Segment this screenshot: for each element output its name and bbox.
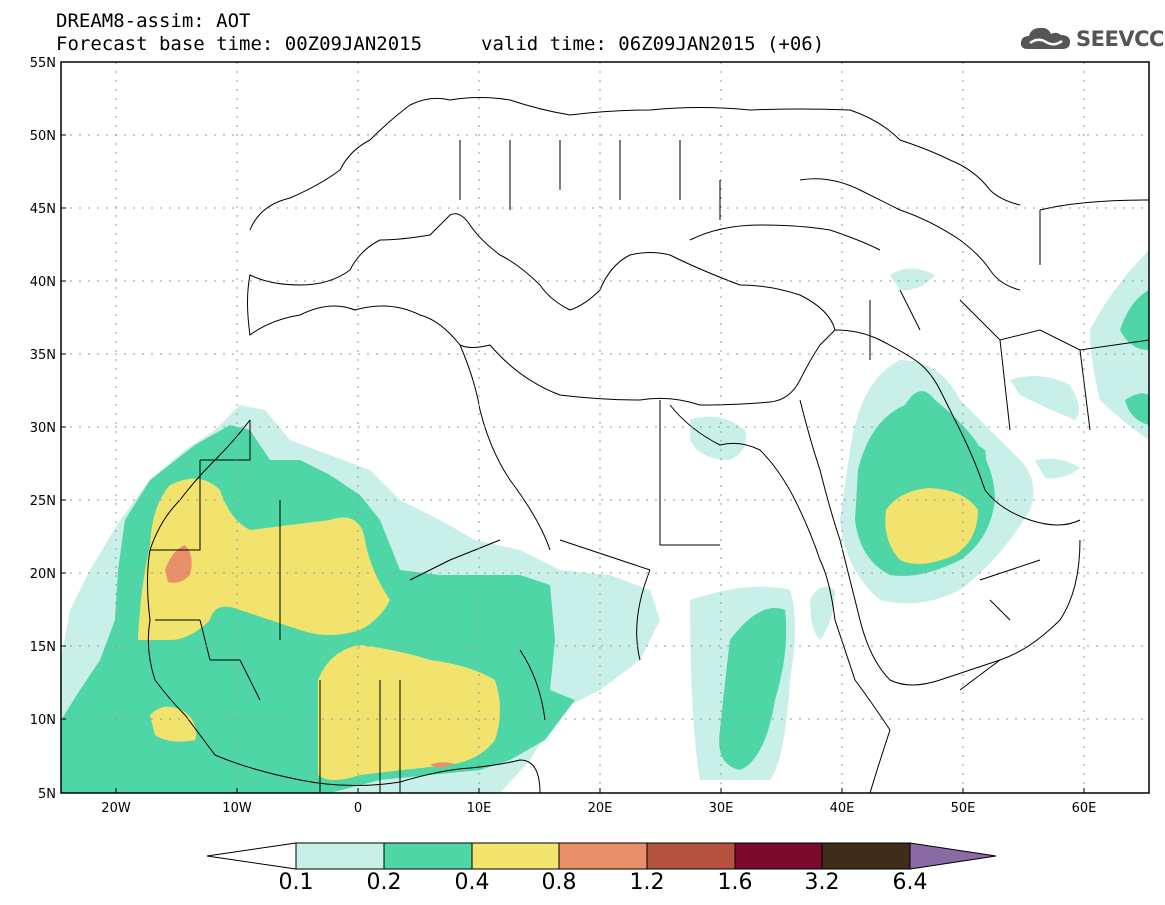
- logo-text: SEEVCCC: [1076, 27, 1165, 51]
- colorbar-segment: [471, 842, 560, 870]
- lon-label: 30E: [709, 801, 734, 816]
- aot-band-0.4-0.8: [138, 478, 978, 780]
- lon-label: 0: [354, 801, 362, 816]
- lon-label: 60E: [1072, 801, 1097, 816]
- lat-labels: 55N 50N 45N 40N 35N 30N 25N 20N 15N 10N …: [30, 56, 56, 802]
- lat-label: 10N: [30, 713, 56, 728]
- lat-label: 30N: [30, 421, 56, 436]
- map-title: DREAM8-assim: AOT: [56, 10, 251, 32]
- lon-label: 10W: [222, 801, 252, 816]
- cloud-icon: [1020, 27, 1070, 49]
- colorbar-segment: [646, 842, 736, 870]
- colorbar-label: 1.6: [717, 870, 753, 895]
- colorbar-segment: [295, 842, 385, 870]
- forecast-base-time: Forecast base time: 00Z09JAN2015: [56, 33, 423, 55]
- colorbar-segment: [558, 842, 648, 870]
- colorbar-label: 0.8: [541, 870, 577, 895]
- colorbar-label: 3.2: [804, 870, 840, 895]
- lat-label: 15N: [30, 640, 56, 655]
- tick-marks: [61, 61, 1085, 794]
- valid-time: valid time: 06Z09JAN2015 (+06): [481, 33, 825, 55]
- aot-field: [61, 250, 1149, 793]
- colorbar-segment: [821, 842, 911, 870]
- colorbar-label: 6.4: [892, 870, 928, 895]
- colorbar-label: 0.4: [454, 870, 490, 895]
- lat-label: 45N: [30, 202, 56, 217]
- colorbar-label: 0.1: [278, 870, 314, 895]
- coastlines: [147, 97, 1149, 793]
- lon-label: 20W: [101, 801, 131, 816]
- lat-label: 50N: [30, 129, 56, 144]
- lon-labels: 20W 10W 0 10E 20E 30E 40E 50E 60E: [101, 801, 1096, 816]
- aot-band-0.8-1.2: [165, 545, 455, 768]
- lon-label: 40E: [830, 801, 855, 816]
- colorbar-upper-arrow: [909, 842, 997, 870]
- colorbar-label: 0.2: [366, 870, 402, 895]
- lat-label: 20N: [30, 567, 56, 582]
- colorbar-segment: [734, 842, 823, 870]
- lon-label: 50E: [951, 801, 976, 816]
- lat-label: 25N: [30, 494, 56, 509]
- lat-label: 35N: [30, 348, 56, 363]
- colorbar-segment: [383, 842, 473, 870]
- colorbar: [206, 842, 997, 870]
- lat-label: 40N: [30, 275, 56, 290]
- lon-label: 10E: [467, 801, 492, 816]
- seevccc-logo: SEEVCCC: [1018, 23, 1165, 57]
- gridlines: [61, 62, 1149, 793]
- lon-label: 20E: [588, 801, 613, 816]
- colorbar-label: 1.2: [629, 870, 665, 895]
- lat-label: 5N: [38, 787, 56, 802]
- lat-label: 55N: [30, 56, 56, 71]
- colorbar-lower-arrow: [206, 842, 297, 870]
